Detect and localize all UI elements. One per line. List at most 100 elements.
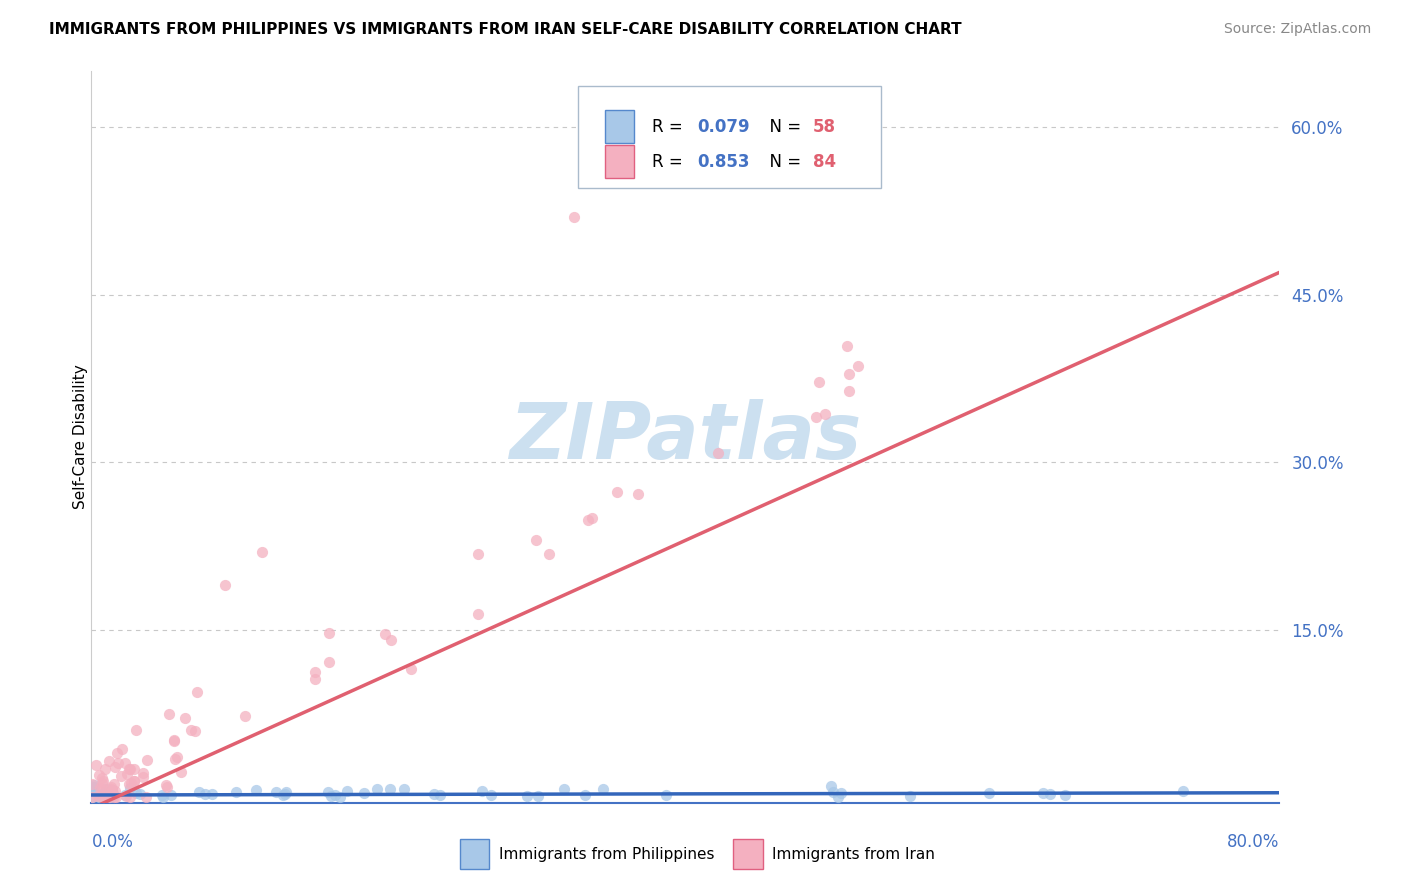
Point [93, 788, 115, 802]
Point [98, 790, 121, 805]
Text: 58: 58 [813, 118, 835, 136]
Point [128, 787, 150, 801]
Point [101, 789, 124, 803]
Point [467, 607, 489, 621]
Point [553, 781, 575, 796]
Point [91, 776, 114, 790]
Point [163, 733, 186, 747]
Point [319, 789, 342, 804]
Point [378, 781, 401, 796]
Point [150, 788, 173, 802]
Point [353, 786, 375, 800]
Text: ZIPatlas: ZIPatlas [509, 399, 862, 475]
FancyBboxPatch shape [605, 111, 634, 143]
Point [120, 775, 142, 789]
Point [98, 781, 121, 796]
Y-axis label: Self-Care Disability: Self-Care Disability [73, 365, 87, 509]
Point [155, 778, 177, 792]
Point [160, 788, 183, 802]
Point [188, 785, 211, 799]
Point [186, 685, 208, 699]
Point [318, 655, 340, 669]
Point [87, 789, 110, 804]
Point [429, 788, 451, 802]
Text: 80.0%: 80.0% [1227, 833, 1279, 851]
Point [524, 533, 547, 548]
Point [132, 766, 155, 780]
Point [837, 339, 859, 353]
Point [98, 754, 121, 768]
Point [399, 662, 422, 676]
Point [804, 409, 827, 424]
Point [627, 487, 650, 501]
FancyBboxPatch shape [605, 145, 634, 178]
Point [103, 788, 125, 802]
Point [527, 789, 550, 803]
Point [87, 768, 110, 782]
Point [97, 787, 120, 801]
Point [166, 750, 188, 764]
Point [581, 511, 603, 525]
Point [111, 741, 134, 756]
Point [374, 627, 396, 641]
Point [91, 790, 114, 805]
Point [101, 784, 124, 798]
Point [163, 751, 186, 765]
Text: Immigrants from Iran: Immigrants from Iran [772, 847, 935, 862]
Text: N =: N = [759, 153, 807, 170]
Point [479, 788, 502, 802]
Point [135, 790, 157, 805]
FancyBboxPatch shape [460, 839, 489, 869]
Point [838, 367, 860, 381]
Point [98, 790, 121, 805]
Point [233, 709, 256, 723]
Point [245, 782, 267, 797]
Point [163, 734, 186, 748]
Point [392, 781, 415, 796]
Point [115, 767, 138, 781]
Point [576, 513, 599, 527]
Point [101, 783, 124, 797]
Point [1039, 787, 1062, 801]
Point [214, 578, 236, 592]
Point [537, 547, 560, 561]
Point [122, 774, 145, 789]
Point [125, 786, 148, 800]
Point [87, 789, 110, 804]
Point [606, 484, 628, 499]
Point [125, 723, 148, 737]
Point [1032, 786, 1054, 800]
Point [104, 784, 127, 798]
Point [827, 789, 849, 804]
Point [90, 787, 112, 801]
Point [366, 782, 388, 797]
Point [979, 786, 1001, 800]
Point [157, 706, 180, 721]
Point [118, 777, 141, 791]
Point [516, 789, 538, 803]
Point [174, 710, 197, 724]
Point [821, 785, 844, 799]
Point [380, 632, 402, 647]
Point [114, 789, 136, 803]
Text: Source: ZipAtlas.com: Source: ZipAtlas.com [1223, 22, 1371, 37]
Point [592, 782, 614, 797]
Point [562, 210, 585, 224]
Point [264, 784, 287, 798]
Text: N =: N = [759, 118, 807, 136]
Point [82, 781, 104, 796]
Point [250, 544, 273, 558]
Point [201, 787, 224, 801]
Point [574, 788, 596, 802]
Point [82, 789, 104, 804]
Point [103, 790, 125, 805]
Point [1054, 789, 1077, 803]
Point [89, 780, 111, 795]
Point [107, 756, 129, 770]
Point [93, 789, 115, 804]
Point [820, 779, 842, 793]
Point [808, 376, 831, 390]
Point [152, 789, 174, 804]
Point [118, 790, 141, 805]
Point [91, 773, 114, 788]
